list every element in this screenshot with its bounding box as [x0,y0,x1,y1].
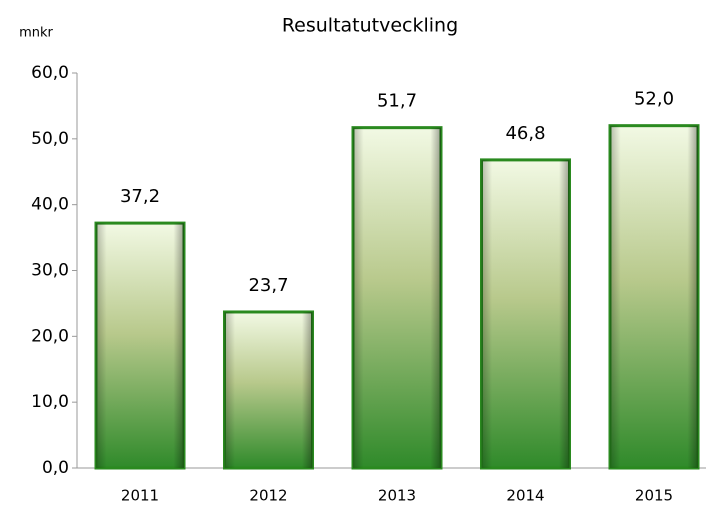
data-label: 23,7 [248,275,288,296]
y-tick-label: 60,0 [31,63,69,83]
data-label: 37,2 [120,186,160,207]
bar-shade [481,159,570,468]
y-tick-label: 10,0 [31,392,69,412]
y-tick-label: 40,0 [31,195,69,215]
y-axis-label: mnkr [19,26,53,41]
bar-shade [224,311,313,468]
x-tick-label: 2015 [635,487,673,505]
y-tick-label: 50,0 [31,129,69,149]
bar-shade [610,125,698,469]
x-tick-label: 2011 [121,487,159,505]
data-label: 51,7 [377,91,417,112]
bar-shade [96,223,184,468]
y-tick-label: 0,0 [42,458,69,478]
x-tick-label: 2013 [378,487,416,505]
y-tick-label: 30,0 [31,261,69,281]
x-tick-label: 2012 [249,487,287,505]
x-tick-label: 2014 [506,487,544,505]
chart-title: Resultatutveckling [282,15,458,37]
bar-shade [353,127,441,469]
y-tick-label: 20,0 [31,326,69,346]
data-label: 46,8 [505,123,545,144]
data-label: 52,0 [634,89,674,110]
